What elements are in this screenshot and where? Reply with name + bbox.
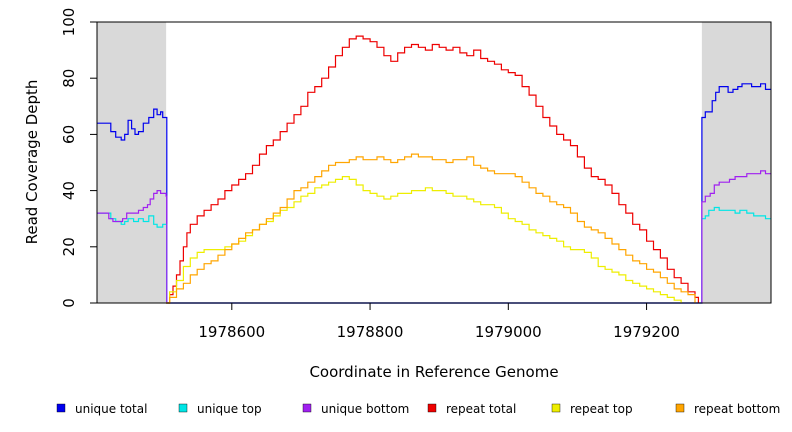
legend-label-repeat-top: repeat top xyxy=(570,402,633,416)
x-axis: 1978600 1978800 1979000 1979200 xyxy=(198,303,680,341)
y-tick-label: 40 xyxy=(60,181,78,200)
series-line-unique-total xyxy=(97,83,771,304)
y-axis-label: Read Coverage Depth xyxy=(23,80,41,245)
y-tick-label: 80 xyxy=(60,69,78,88)
series-line-unique-bottom xyxy=(97,170,771,304)
legend-swatch-unique-total xyxy=(56,403,66,413)
legend-label-unique-bottom: unique bottom xyxy=(321,402,409,416)
x-tick-label: 1978600 xyxy=(198,323,265,341)
shaded-regions xyxy=(97,22,771,303)
legend-label-repeat-bottom: repeat bottom xyxy=(694,402,780,416)
legend-swatch-repeat-top xyxy=(551,403,561,413)
x-tick-label: 1978800 xyxy=(337,323,404,341)
shaded-region-1 xyxy=(97,22,167,303)
legend-swatch-repeat-bottom xyxy=(675,403,685,413)
x-axis-label: Coordinate in Reference Genome xyxy=(309,363,558,381)
legend-label-repeat-total: repeat total xyxy=(446,402,516,416)
shaded-region-2 xyxy=(701,22,771,303)
legend-swatch-unique-top xyxy=(178,403,188,413)
series-line-repeat-total xyxy=(166,35,699,304)
y-tick-label: 60 xyxy=(60,125,78,144)
y-tick-label: 20 xyxy=(60,237,78,256)
y-tick-label: 0 xyxy=(60,298,78,308)
legend-swatch-repeat-total xyxy=(427,403,437,413)
series-line-repeat-top xyxy=(166,176,682,304)
x-tick-label: 1979200 xyxy=(613,323,680,341)
y-tick-label: 100 xyxy=(60,8,78,37)
plot-frame xyxy=(96,21,772,304)
legend-label-unique-total: unique total xyxy=(75,402,147,416)
legend-swatch-unique-bottom xyxy=(302,403,312,413)
y-axis: 0 20 40 60 80 100 xyxy=(60,8,97,308)
x-tick-label: 1979000 xyxy=(475,323,542,341)
legend-label-unique-top: unique top xyxy=(197,402,262,416)
legend: unique total unique top unique bottom repea… xyxy=(56,402,780,416)
series-line-unique-top xyxy=(97,206,771,304)
series-lines xyxy=(97,35,771,304)
plot-area xyxy=(97,22,771,303)
series-line-repeat-bottom xyxy=(166,153,696,304)
